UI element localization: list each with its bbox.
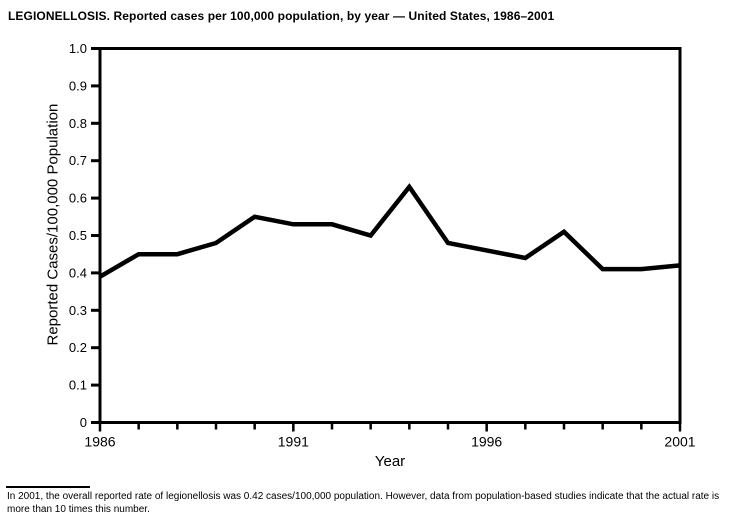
chart-title: LEGIONELLOSIS. Reported cases per 100,00… xyxy=(8,9,555,23)
x-tick-label: 1991 xyxy=(278,434,309,450)
y-axis-title: Reported Cases/100,000 Population xyxy=(44,103,62,346)
y-tick-label: 0.1 xyxy=(69,378,87,393)
y-tick-label: 0.7 xyxy=(69,153,87,168)
footnote-text: In 2001, the overall reported rate of le… xyxy=(7,491,720,515)
x-tick-label: 1986 xyxy=(84,434,115,450)
footnote-rule xyxy=(6,486,90,488)
x-tick-label: 1996 xyxy=(471,434,502,450)
x-tick-label: 2001 xyxy=(664,434,695,450)
y-tick-label: 0.6 xyxy=(69,191,87,206)
x-axis-title: Year xyxy=(374,453,406,470)
y-tick-label: 0.5 xyxy=(69,228,87,243)
y-tick-label: 0.8 xyxy=(69,116,87,131)
y-tick-label: 0.4 xyxy=(69,265,87,280)
data-line xyxy=(98,183,681,279)
y-tick-label: 0.2 xyxy=(69,340,87,355)
y-tick-label: 1.0 xyxy=(69,41,87,56)
y-tick-label: 0.9 xyxy=(69,78,87,93)
y-tick-label: 0.3 xyxy=(69,303,87,318)
plot-border xyxy=(98,47,682,424)
y-tick-label: 0 xyxy=(80,415,87,430)
